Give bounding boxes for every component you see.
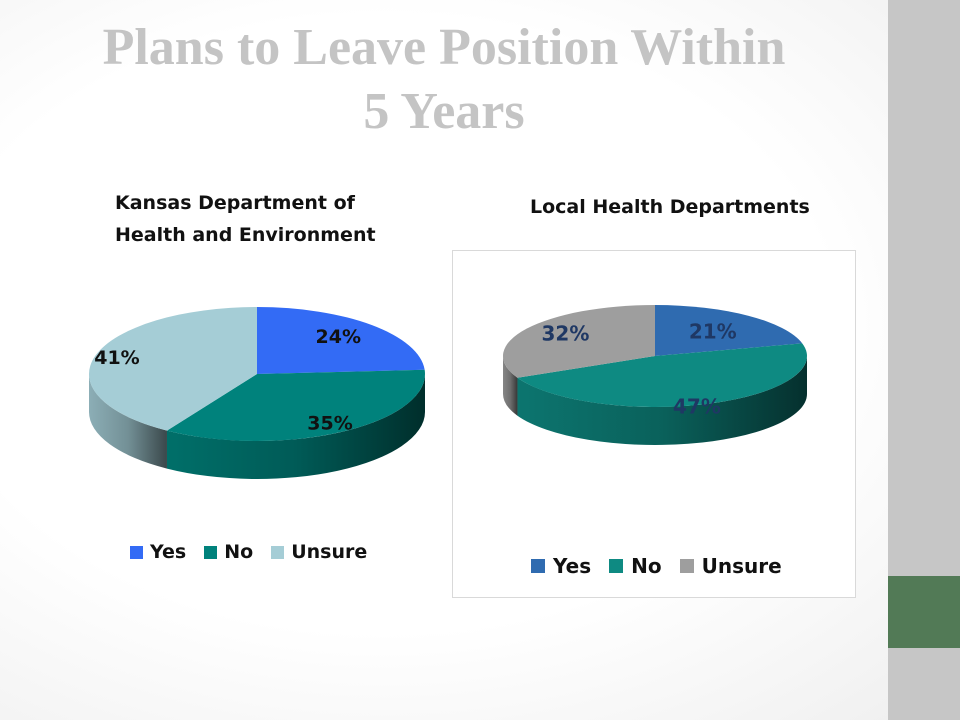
side-accent-block [888,576,960,648]
lhd-data-label-yes: 21% [689,320,737,344]
lhd-data-label-no: 47% [673,394,721,418]
lhd-legend-swatch-yes [531,559,545,573]
kdhe-data-label-unsure: 41% [94,347,139,369]
kdhe-legend-swatch-no [204,545,218,559]
kdhe-chart-title-line2: Health and Environment [115,224,376,246]
lhd-legend-swatch-no [609,559,624,573]
kdhe-chart-title: Kansas Department of Health and Environm… [115,187,415,251]
kdhe-legend-swatch-yes [130,545,143,559]
kdhe-pie-chart: 24% 35% 41% [89,307,426,480]
kdhe-slice-unsure [89,307,258,431]
kdhe-legend-swatch-unsure [271,545,285,559]
lhd-chart-title-line1: Local Health Departments [530,196,810,218]
lhd-legend-label-no: No [631,554,662,578]
lhd-slice-yes [655,305,803,356]
slide-title: Plans to Leave Position Within 5 Years [0,16,888,144]
lhd-slice-no [517,343,808,408]
kdhe-slice-yes [257,307,425,374]
kdhe-side-unsure [89,374,167,469]
lhd-side-unsure [503,356,518,416]
lhd-data-label-unsure: 32% [541,322,589,346]
kdhe-legend-item-yes: Yes [130,541,186,563]
lhd-legend-item-unsure: Unsure [679,554,782,578]
lhd-legend: Yes No Unsure [531,554,800,578]
kdhe-legend-label-yes: Yes [150,541,187,563]
lhd-slice-unsure [503,305,655,378]
lhd-legend-swatch-unsure [679,559,694,573]
lhd-side-no [517,356,807,445]
slide-title-line1: Plans to Leave Position Within [102,19,786,76]
lhd-pie-chart: 21% 47% 32% [503,305,808,445]
kdhe-legend-label-unsure: Unsure [291,541,368,563]
kdhe-legend-item-unsure: Unsure [271,541,367,563]
slide-title-line2: 5 Years [363,83,525,140]
kdhe-legend-label-no: No [224,541,254,563]
kdhe-legend-item-no: No [204,541,253,563]
kdhe-legend: Yes No Unsure [130,541,385,563]
kdhe-data-label-yes: 24% [316,326,361,348]
lhd-legend-item-yes: Yes [531,554,591,578]
lhd-legend-label-yes: Yes [553,554,592,578]
kdhe-chart-title-line1: Kansas Department of [115,192,355,214]
kdhe-slice-no [166,369,426,441]
lhd-chart-title: Local Health Departments [530,191,850,223]
lhd-legend-label-unsure: Unsure [701,554,782,578]
lhd-legend-item-no: No [609,554,662,578]
kdhe-side-no [166,374,426,480]
kdhe-data-label-no: 35% [307,412,352,434]
